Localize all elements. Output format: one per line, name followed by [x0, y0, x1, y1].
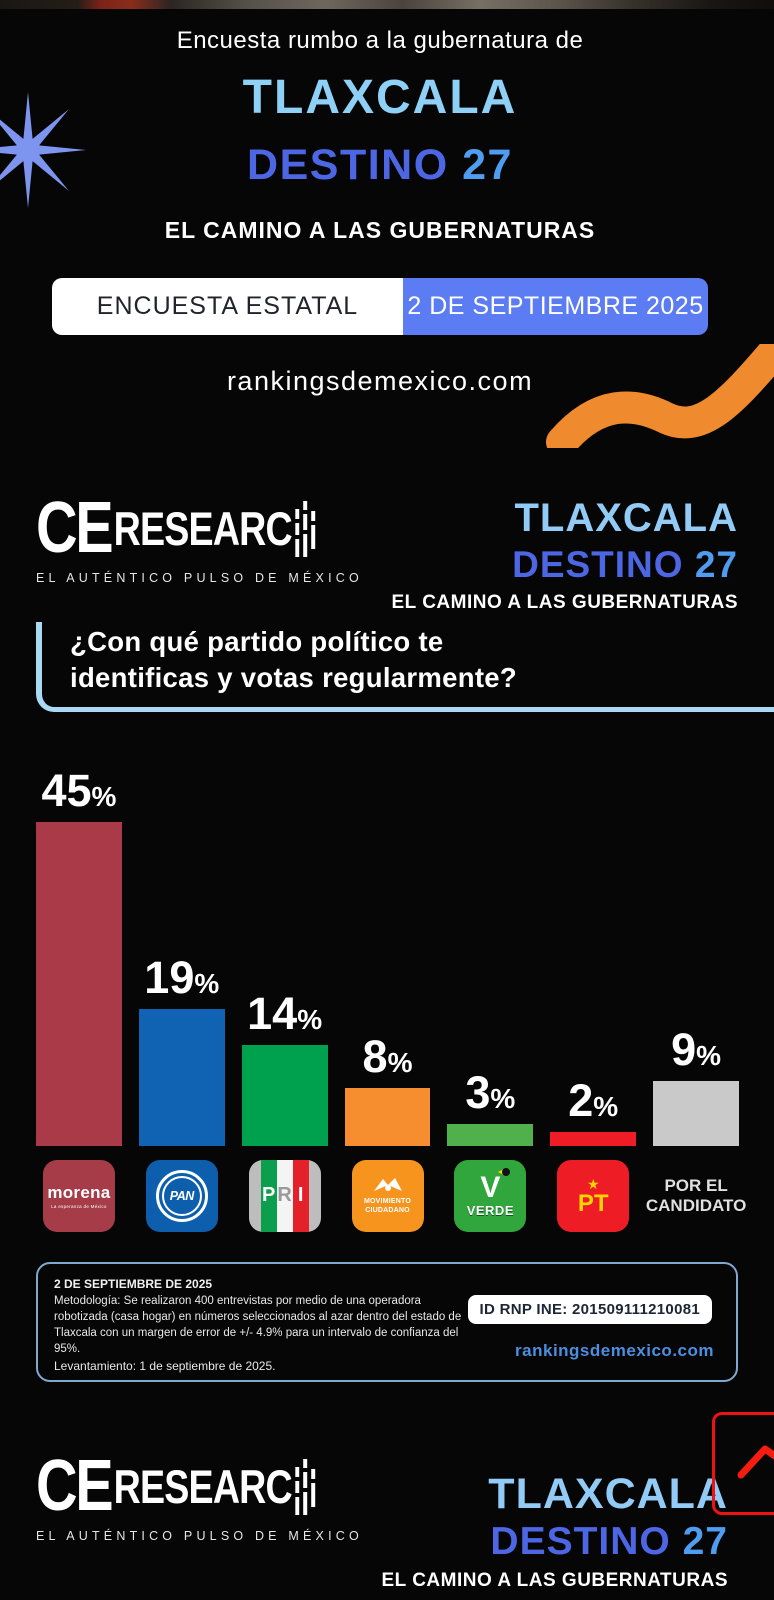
ce-research-logo: CE RESEARC EL AUTÉNTICO PULSO DE MÉXICO: [36, 488, 388, 586]
chart-col-mc: 8% MOVIMIENTO CIUDADANO: [344, 1031, 431, 1232]
chart-col-verde: 3% V VERDE: [447, 1067, 534, 1232]
footer-state-title: TLAXCALA: [488, 1470, 728, 1518]
banner-date-label: 2 DE SEPTIEMBRE 2025: [403, 278, 708, 335]
pri-letter-p: P: [261, 1184, 276, 1206]
id-rnp-ine-badge: ID RNP INE: 201509111210081: [467, 1295, 712, 1324]
logo-research-text: RESEARC: [113, 1459, 293, 1513]
logo-slot: morena La esperanza de México: [42, 1160, 115, 1232]
hero-eyebrow: Encuesta rumbo a la gubernatura de: [176, 27, 584, 54]
footer-title-block: TLAXCALA DESTINO 27 EL CAMINO A LAS GUBE…: [381, 1470, 729, 1592]
hero-subtitle: EL CAMINO A LAS GUBERNATURAS: [164, 217, 596, 243]
chart-col-candidate: 9% POR EL CANDIDATO: [646, 1024, 746, 1232]
chart-col-pt: 2% ★ PT: [550, 1075, 637, 1232]
movimiento-ciudadano-logo: MOVIMIENTO CIUDADANO: [351, 1160, 424, 1232]
website-link[interactable]: rankingsdemexico.com: [226, 366, 534, 396]
logo-research-text: RESEARC: [113, 501, 293, 555]
bar-morena: [36, 822, 122, 1146]
eagle-icon: [373, 1178, 402, 1192]
morena-logo-subtext: La esperanza de México: [51, 1204, 107, 1209]
ce-research-tagline: EL AUTÉNTICO PULSO DE MÉXICO: [36, 571, 363, 586]
bar-value-candidate: 9%: [671, 1024, 722, 1075]
program-number: 27: [462, 141, 513, 189]
pan-logo: PAN: [145, 1160, 218, 1232]
program-number: 27: [694, 544, 738, 585]
methodology-date: 2 DE SEPTIEMBRE DE 2025: [54, 1277, 213, 1291]
pt-logo: ★ PT: [557, 1160, 630, 1232]
starburst-icon: [0, 92, 86, 208]
verde-logo-v: V: [480, 1171, 501, 1204]
program-number: 27: [682, 1520, 728, 1564]
star-icon: ★: [586, 1175, 600, 1192]
verde-logo: V VERDE: [454, 1160, 527, 1232]
chart-col-pri: 14% P R I: [241, 988, 328, 1232]
logo-slot: POR EL CANDIDATO: [646, 1160, 746, 1232]
toucan-icon: [498, 1167, 511, 1176]
banner-survey-type-label: ENCUESTA ESTATAL: [52, 278, 403, 335]
poll-bar-chart: 45% morena La esperanza de México 19% PA…: [36, 768, 746, 1232]
hero-program-title: DESTINO 27: [0, 141, 760, 190]
methodology-body: Metodología: Se realizaron 400 entrevist…: [54, 1295, 462, 1355]
program-name: DESTINO: [490, 1520, 671, 1564]
logo-slot: ★ PT: [557, 1160, 630, 1232]
bar-verde: [447, 1124, 534, 1146]
equalizer-h-icon: [295, 501, 316, 558]
methodology-website-link[interactable]: rankingsdemexico.com: [515, 1341, 714, 1360]
pan-logo-text: PAN: [169, 1189, 194, 1203]
ce-research-tagline: EL AUTÉNTICO PULSO DE MÉXICO: [36, 1529, 363, 1544]
section-state-title: TLAXCALA: [514, 496, 738, 540]
methodology-fieldwork: Levantamiento: 1 de septiembre de 2025.: [54, 1359, 276, 1374]
bar-value-mc: 8%: [362, 1031, 413, 1082]
methodology-text-block: 2 DE SEPTIEMBRE DE 2025 Metodología: Se …: [54, 1277, 468, 1373]
mc-logo-text: MOVIMIENTO CIUDADANO: [364, 1198, 411, 1214]
logo-ce-text: CE: [36, 488, 114, 568]
program-name: DESTINO: [247, 141, 449, 189]
footer-program-title: DESTINO 27: [382, 1520, 729, 1564]
bar-pt: [550, 1132, 637, 1146]
question-box: ¿Con qué partido político te identificas…: [36, 622, 774, 712]
program-name: DESTINO: [512, 544, 684, 585]
chart-col-morena: 45% morena La esperanza de México: [36, 768, 122, 1232]
verde-logo-text: VERDE: [466, 1203, 514, 1218]
logo-slot: P R I: [248, 1160, 321, 1232]
bar-candidate: [653, 1081, 740, 1146]
morena-logo: morena La esperanza de México: [42, 1160, 115, 1232]
section-subtitle: EL CAMINO A LAS GUBERNATURAS: [391, 591, 738, 613]
question-text: ¿Con qué partido político te identificas…: [70, 626, 517, 694]
methodology-right-block: ID RNP INE: 201509111210081 rankingsdeme…: [467, 1277, 720, 1367]
logo-slot: MOVIMIENTO CIUDADANO: [351, 1160, 424, 1232]
trend-box-decoration: [712, 1412, 774, 1515]
bar-pan: [138, 1009, 225, 1146]
pri-logo: P R I: [248, 1160, 321, 1232]
trend-line-icon: [737, 1445, 774, 1479]
pri-letter-r: R: [277, 1184, 292, 1206]
section-program-title: DESTINO 27: [392, 544, 739, 585]
pt-logo-text: PT: [577, 1189, 609, 1217]
date-banner: ENCUESTA ESTATAL 2 DE SEPTIEMBRE 2025: [52, 278, 708, 335]
chart-col-pan: 19% PAN: [138, 952, 225, 1232]
footer-subtitle: EL CAMINO A LAS GUBERNATURAS: [381, 1570, 728, 1592]
morena-logo-text: morena: [47, 1183, 111, 1202]
logo-slot: V VERDE: [454, 1160, 527, 1232]
candidate-category-label: POR EL CANDIDATO: [645, 1175, 747, 1215]
bar-value-pan: 19%: [144, 952, 220, 1003]
top-photo-strip: [0, 0, 774, 9]
section-title-block: TLAXCALA DESTINO 27 EL CAMINO A LAS GUBE…: [392, 497, 739, 613]
orange-swoosh-icon: [546, 344, 774, 448]
logo-slot: PAN: [145, 1160, 218, 1232]
bar-value-pt: 2%: [568, 1075, 619, 1126]
bar-value-pri: 14%: [247, 988, 323, 1039]
pri-letter-i: I: [297, 1184, 304, 1206]
methodology-box: 2 DE SEPTIEMBRE DE 2025 Metodología: Se …: [36, 1262, 738, 1382]
logo-ce-text: CE: [36, 1446, 114, 1526]
bar-pri: [241, 1045, 328, 1146]
bar-value-verde: 3%: [465, 1067, 516, 1118]
bar-mc: [344, 1088, 431, 1146]
bar-value-morena: 45%: [41, 765, 117, 816]
ce-research-logo-footer: CE RESEARC EL AUTÉNTICO PULSO DE MÉXICO: [36, 1446, 388, 1544]
hero-state-title: TLAXCALA: [242, 71, 518, 124]
equalizer-h-icon: [295, 1459, 316, 1516]
